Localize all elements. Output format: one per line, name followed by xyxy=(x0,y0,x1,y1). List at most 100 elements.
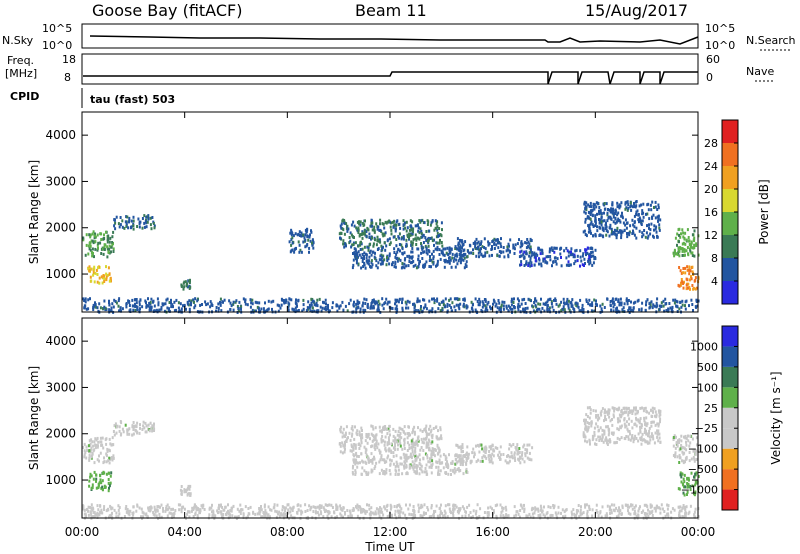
echo-cell xyxy=(613,409,616,413)
echo-cell xyxy=(183,303,186,307)
echo-cell xyxy=(636,409,639,413)
echo-cell xyxy=(611,431,614,435)
echo-cell xyxy=(356,253,359,257)
echo-cell xyxy=(296,233,299,237)
echo-cell xyxy=(402,227,405,231)
echo-cell xyxy=(288,240,291,244)
echo-cell xyxy=(632,231,635,235)
echo-cell xyxy=(132,224,135,228)
echo-cell xyxy=(573,255,576,259)
y-tick-label: 3000 xyxy=(45,174,76,188)
echo-cell xyxy=(400,237,403,241)
echo-cell xyxy=(541,509,544,513)
echo-cell xyxy=(538,262,540,266)
echo-cell xyxy=(132,421,135,424)
echo-cell xyxy=(640,437,643,441)
echo-cell xyxy=(456,254,459,258)
echo-cell xyxy=(627,509,629,513)
echo-cell xyxy=(267,299,270,303)
echo-cell xyxy=(482,449,485,453)
echo-cell xyxy=(537,507,540,511)
echo-cell xyxy=(515,446,518,450)
echo-cell xyxy=(141,428,144,431)
echo-cell xyxy=(100,508,103,512)
echo-cell xyxy=(616,226,619,230)
echo-cell xyxy=(583,264,585,267)
echo-cell xyxy=(687,236,690,239)
echo-cell xyxy=(350,514,353,518)
echo-cell xyxy=(544,260,547,264)
echo-cell xyxy=(428,265,431,268)
echo-cell xyxy=(343,440,346,444)
echo-cell xyxy=(179,302,182,306)
echo-cell xyxy=(525,448,528,452)
velocity-colorbar-label: Velocity [m s⁻¹] xyxy=(769,371,783,464)
echo-cell xyxy=(678,453,681,457)
echo-cell xyxy=(297,508,300,512)
echo-cell xyxy=(589,252,592,256)
echo-cell xyxy=(610,508,613,512)
echo-cell xyxy=(403,262,406,266)
echo-cell xyxy=(362,223,365,227)
echo-cell xyxy=(93,511,96,515)
echo-cell xyxy=(94,235,97,239)
echo-cell xyxy=(645,422,648,426)
echo-cell xyxy=(687,439,690,443)
echo-cell xyxy=(377,306,380,310)
echo-cell xyxy=(605,512,608,516)
echo-cell xyxy=(428,427,430,431)
echo-cell xyxy=(429,237,432,240)
echo-cell xyxy=(551,305,554,309)
echo-cell xyxy=(511,454,514,458)
echo-cell xyxy=(340,232,343,235)
echo-cell xyxy=(601,302,604,306)
echo-cell xyxy=(396,509,399,513)
echo-cell xyxy=(418,299,421,303)
echo-cell xyxy=(586,246,589,250)
echo-cell xyxy=(399,226,402,230)
colorbar-tick-label: 24 xyxy=(704,160,718,173)
echo-cell xyxy=(390,228,393,232)
echo-cell xyxy=(438,241,441,245)
y-tick-label: 4000 xyxy=(45,334,76,348)
echo-cell xyxy=(491,452,494,456)
echo-cell xyxy=(538,307,541,311)
echo-cell xyxy=(643,229,646,232)
echo-cell xyxy=(394,298,397,302)
echo-cell xyxy=(635,437,638,440)
echo-cell xyxy=(346,224,349,228)
echo-cell xyxy=(625,420,628,424)
echo-cell xyxy=(390,306,393,310)
echo-cell xyxy=(449,510,452,513)
echo-cell xyxy=(208,506,211,510)
echo-cell xyxy=(587,224,590,228)
echo-cell xyxy=(418,219,421,223)
echo-cell xyxy=(623,417,626,421)
echo-cell xyxy=(646,441,649,445)
echo-cell xyxy=(585,300,588,303)
echo-cell xyxy=(98,281,101,285)
echo-cell xyxy=(209,300,212,304)
echo-cell xyxy=(308,235,311,239)
echo-cell xyxy=(292,506,295,510)
freq-unit: [MHz] xyxy=(5,67,37,80)
echo-cell xyxy=(304,510,307,513)
echo-cell xyxy=(230,304,233,308)
echo-cell xyxy=(360,256,363,260)
echo-cell xyxy=(404,457,407,461)
echo-cell xyxy=(196,299,199,303)
echo-cell xyxy=(579,511,582,515)
echo-cell xyxy=(693,457,696,461)
echo-cell xyxy=(251,308,254,312)
echo-cell xyxy=(352,263,355,267)
echo-cell xyxy=(109,276,112,280)
echo-cell xyxy=(649,503,652,507)
echo-cell xyxy=(440,249,443,253)
echo-cell xyxy=(439,238,441,242)
echo-cell xyxy=(502,307,505,311)
echo-cell xyxy=(599,304,602,308)
echo-cell xyxy=(504,459,507,463)
echo-cell xyxy=(510,444,513,448)
echo-cell xyxy=(400,456,403,460)
echo-cell xyxy=(626,302,629,306)
